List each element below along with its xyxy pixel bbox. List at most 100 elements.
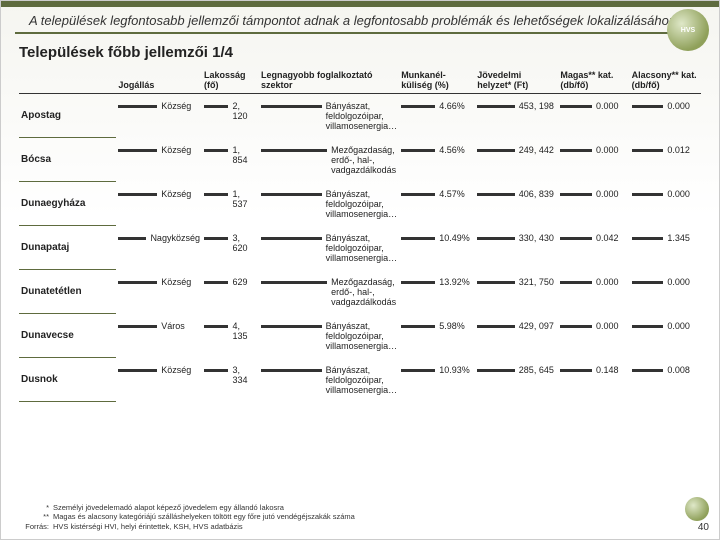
cell-value: 4, 135: [232, 321, 257, 341]
bullet-icon: [118, 193, 157, 196]
cell-munk: 4.66%: [399, 93, 475, 138]
cell-magas: 0.000: [558, 270, 629, 314]
cell-jov: 429, 097: [475, 314, 558, 358]
col-szektor: Legnagyobb foglalkoztató szektor: [259, 67, 399, 94]
bullet-icon: [204, 149, 229, 152]
cell-value: Mezőgazdaság, erdő-, hal-, vadgazdálkodá…: [331, 277, 397, 307]
bullet-icon: [560, 149, 592, 152]
bullet-icon: [118, 149, 157, 152]
cell-value: 453, 198: [519, 101, 557, 111]
cell-value: 13.92%: [439, 277, 473, 287]
brand-logo: HVS: [667, 9, 709, 51]
cell-value: Község: [161, 277, 200, 287]
bullet-icon: [204, 237, 229, 240]
table-header-row: Jogállás Lakosság (fő) Legnagyobb foglal…: [19, 67, 701, 94]
bullet-icon: [204, 193, 229, 196]
cell-jov: 249, 442: [475, 138, 558, 182]
page-subtitle: Települések főbb jellemzői 1/4: [1, 34, 719, 67]
cell-alacs: 0.012: [630, 138, 701, 182]
cell-value: Bányászat, feldolgozóipar, villamosenerg…: [326, 321, 398, 351]
cell-jov: 406, 839: [475, 182, 558, 226]
cell-value: 0.000: [667, 277, 699, 287]
bullet-icon: [632, 193, 664, 196]
cell-magas: 0.000: [558, 93, 629, 138]
cell-lak: 1, 854: [202, 138, 259, 182]
cell-szektor: Mezőgazdaság, erdő-, hal-, vadgazdálkodá…: [259, 270, 399, 314]
bullet-icon: [560, 325, 592, 328]
cell-value: 1.345: [667, 233, 699, 243]
cell-alacs: 1.345: [630, 226, 701, 270]
bullet-icon: [261, 105, 322, 108]
cell-jov: 453, 198: [475, 93, 558, 138]
bullet-icon: [632, 237, 664, 240]
bullet-icon: [118, 281, 157, 284]
bullet-icon: [477, 237, 515, 240]
col-name: [19, 67, 116, 94]
cell-value: Bányászat, feldolgozóipar, villamosenerg…: [326, 233, 398, 263]
table: Jogállás Lakosság (fő) Legnagyobb foglal…: [1, 67, 719, 403]
bullet-icon: [204, 105, 229, 108]
cell-value: 0.000: [596, 101, 628, 111]
bullet-icon: [401, 193, 435, 196]
cell-value: 4.57%: [439, 189, 473, 199]
cell-name: Dunaegyháza: [19, 182, 116, 226]
cell-lak: 4, 135: [202, 314, 259, 358]
cell-value: Bányászat, feldolgozóipar, villamosenerg…: [326, 101, 398, 131]
bullet-icon: [261, 193, 322, 196]
bullet-icon: [560, 237, 592, 240]
cell-value: 1, 854: [232, 145, 257, 165]
page-title: A települések legfontosabb jellemzői tám…: [29, 13, 691, 30]
bullet-icon: [477, 281, 515, 284]
bullet-icon: [632, 281, 664, 284]
footer-logo: [685, 497, 709, 521]
cell-szektor: Bányászat, feldolgozóipar, villamosenerg…: [259, 182, 399, 226]
table-row: DunavecseVáros4, 135Bányászat, feldolgoz…: [19, 314, 701, 358]
bullet-icon: [204, 325, 229, 328]
cell-lak: 1, 537: [202, 182, 259, 226]
bullet-icon: [261, 369, 322, 372]
cell-value: 0.000: [667, 189, 699, 199]
cell-szektor: Bányászat, feldolgozóipar, villamosenerg…: [259, 93, 399, 138]
cell-munk: 4.57%: [399, 182, 475, 226]
cell-jog: Község: [116, 358, 202, 402]
cell-value: 0.000: [596, 321, 628, 331]
bullet-icon: [118, 325, 157, 328]
bullet-icon: [401, 105, 435, 108]
cell-munk: 10.93%: [399, 358, 475, 402]
col-jog: Jogállás: [116, 67, 202, 94]
cell-value: Község: [161, 101, 200, 111]
bullet-icon: [118, 237, 146, 240]
cell-value: 0.000: [596, 145, 628, 155]
bullet-icon: [401, 369, 435, 372]
cell-lak: 3, 334: [202, 358, 259, 402]
col-alacs: Alacsony** kat. (db/fő): [630, 67, 701, 94]
cell-lak: 2, 120: [202, 93, 259, 138]
cell-value: 4.66%: [439, 101, 473, 111]
cell-value: 0.008: [667, 365, 699, 375]
cell-jog: Község: [116, 182, 202, 226]
source-text: HVS kistérségi HVI, helyi érintettek, KS…: [53, 522, 243, 531]
cell-lak: 629: [202, 270, 259, 314]
bullet-icon: [261, 149, 327, 152]
cell-value: Bányászat, feldolgozóipar, villamosenerg…: [326, 365, 398, 395]
cell-munk: 5.98%: [399, 314, 475, 358]
cell-value: 0.000: [667, 321, 699, 331]
cell-alacs: 0.000: [630, 270, 701, 314]
cell-name: Dunapataj: [19, 226, 116, 270]
bullet-icon: [204, 369, 229, 372]
cell-name: Bócsa: [19, 138, 116, 182]
page-number: 40: [698, 522, 709, 533]
cell-value: Nagyközség: [150, 233, 200, 243]
cell-szektor: Mezőgazdaság, erdő-, hal-, vadgazdálkodá…: [259, 138, 399, 182]
cell-magas: 0.000: [558, 182, 629, 226]
cell-value: Község: [161, 145, 200, 155]
cell-value: 429, 097: [519, 321, 557, 331]
slide: HVS A települések legfontosabb jellemzői…: [0, 0, 720, 540]
cell-name: Dunavecse: [19, 314, 116, 358]
cell-value: 2, 120: [232, 101, 257, 121]
cell-value: 3, 334: [232, 365, 257, 385]
cell-value: 4.56%: [439, 145, 473, 155]
cell-jog: Község: [116, 138, 202, 182]
footnote-2: Magas és alacsony kategóriájú szálláshel…: [53, 512, 355, 521]
cell-value: 1, 537: [232, 189, 257, 209]
